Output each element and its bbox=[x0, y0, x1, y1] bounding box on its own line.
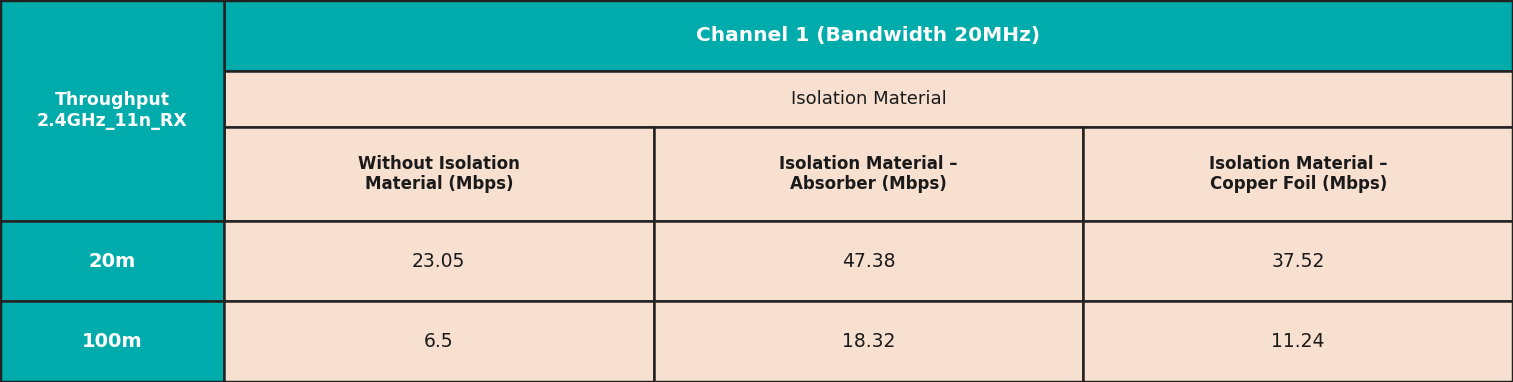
Text: 23.05: 23.05 bbox=[412, 252, 466, 270]
Bar bbox=[0, 0, 224, 221]
Text: Without Isolation
Material (Mbps): Without Isolation Material (Mbps) bbox=[359, 155, 519, 193]
Bar bbox=[654, 221, 1083, 301]
Bar bbox=[654, 127, 1083, 221]
Bar bbox=[1083, 301, 1513, 382]
Bar bbox=[224, 301, 654, 382]
Bar bbox=[1083, 127, 1513, 221]
Bar bbox=[0, 301, 224, 382]
Bar bbox=[1083, 221, 1513, 301]
Text: Channel 1 (Bandwidth 20MHz): Channel 1 (Bandwidth 20MHz) bbox=[696, 26, 1041, 45]
Text: 18.32: 18.32 bbox=[841, 332, 896, 351]
Text: 100m: 100m bbox=[82, 332, 142, 351]
Bar bbox=[224, 221, 654, 301]
Text: Isolation Material –
Copper Foil (Mbps): Isolation Material – Copper Foil (Mbps) bbox=[1209, 155, 1387, 193]
Text: Isolation Material –
Absorber (Mbps): Isolation Material – Absorber (Mbps) bbox=[779, 155, 958, 193]
Text: 20m: 20m bbox=[88, 252, 136, 270]
Bar bbox=[224, 0, 1513, 71]
Bar bbox=[224, 71, 1513, 127]
Text: 6.5: 6.5 bbox=[424, 332, 454, 351]
Bar bbox=[0, 221, 224, 301]
Bar bbox=[224, 127, 654, 221]
Bar bbox=[654, 301, 1083, 382]
Text: 47.38: 47.38 bbox=[841, 252, 896, 270]
Text: Isolation Material: Isolation Material bbox=[791, 90, 946, 108]
Text: Throughput
2.4GHz_11n_RX: Throughput 2.4GHz_11n_RX bbox=[36, 91, 188, 130]
Text: 11.24: 11.24 bbox=[1271, 332, 1325, 351]
Text: 37.52: 37.52 bbox=[1271, 252, 1325, 270]
